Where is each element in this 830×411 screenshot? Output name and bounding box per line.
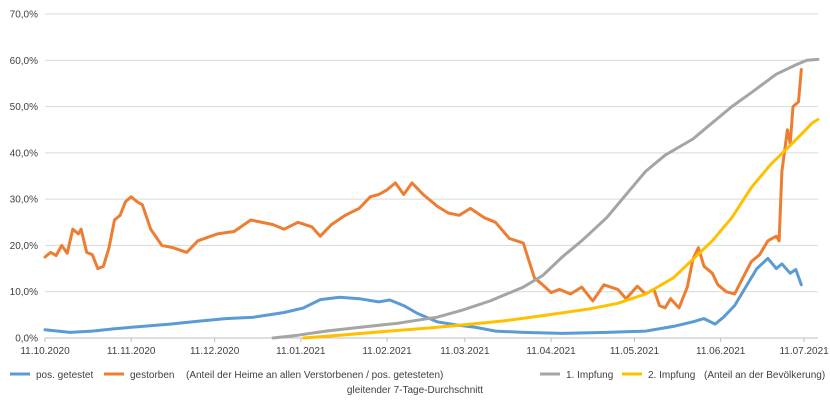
legend: pos. getestet gestorben (Anteil der Heim… — [10, 370, 825, 381]
x-tick-label: 11.12.2020 — [190, 346, 240, 357]
x-tick-label: 11.05.2021 — [610, 346, 660, 357]
y-tick-label: 10,0% — [10, 287, 38, 298]
y-tick-label: 40,0% — [10, 148, 38, 159]
x-tick-label: 11.06.2021 — [696, 346, 746, 357]
x-tick-label: 11.11.2020 — [107, 346, 156, 357]
series-lines — [43, 57, 820, 340]
y-tick-label: 60,0% — [10, 56, 38, 67]
series-line-gestorben — [43, 68, 803, 310]
y-axis-labels: 0,0% 10,0% 20,0% 30,0% 40,0% 50,0% 60,0% 70,0% — [10, 10, 38, 345]
x-axis-labels: 11.10.2020 11.11.2020 11.12.2020 11.01.2021… — [20, 338, 829, 357]
y-tick-label: 30,0% — [10, 195, 38, 206]
y-tick-label: 50,0% — [10, 102, 38, 113]
x-tick-label: 11.04.2021 — [526, 346, 576, 357]
x-tick-label: 11.02.2021 — [362, 346, 412, 357]
series-line-2-impfung — [302, 118, 820, 340]
chart-footnote: gleitender 7-Tage-Durchschnitt — [347, 385, 483, 396]
x-tick-label: 11.10.2020 — [20, 346, 70, 357]
legend-note-bevoelkerung: (Anteil an der Bevölkerung) — [704, 370, 825, 381]
y-tick-label: 70,0% — [10, 10, 38, 21]
legend-label-2-impfung: 2. Impfung — [648, 370, 695, 381]
series-line-pos-getestet — [43, 256, 803, 335]
x-tick-label: 11.07.2021 — [779, 346, 829, 357]
legend-label-pos-getestet: pos. getestet — [36, 370, 93, 381]
legend-label-gestorben: gestorben — [130, 370, 174, 381]
x-tick-label: 11.03.2021 — [440, 346, 490, 357]
y-tick-label: 0,0% — [15, 334, 38, 345]
x-tick-label: 11.01.2021 — [276, 346, 326, 357]
series-line-1-impfung — [271, 57, 820, 340]
legend-label-1-impfung: 1. Impfung — [566, 370, 613, 381]
grid — [45, 13, 818, 339]
y-tick-label: 20,0% — [10, 241, 38, 252]
legend-note-heime: (Anteil der Heime an allen Verstorbenen … — [186, 370, 443, 381]
